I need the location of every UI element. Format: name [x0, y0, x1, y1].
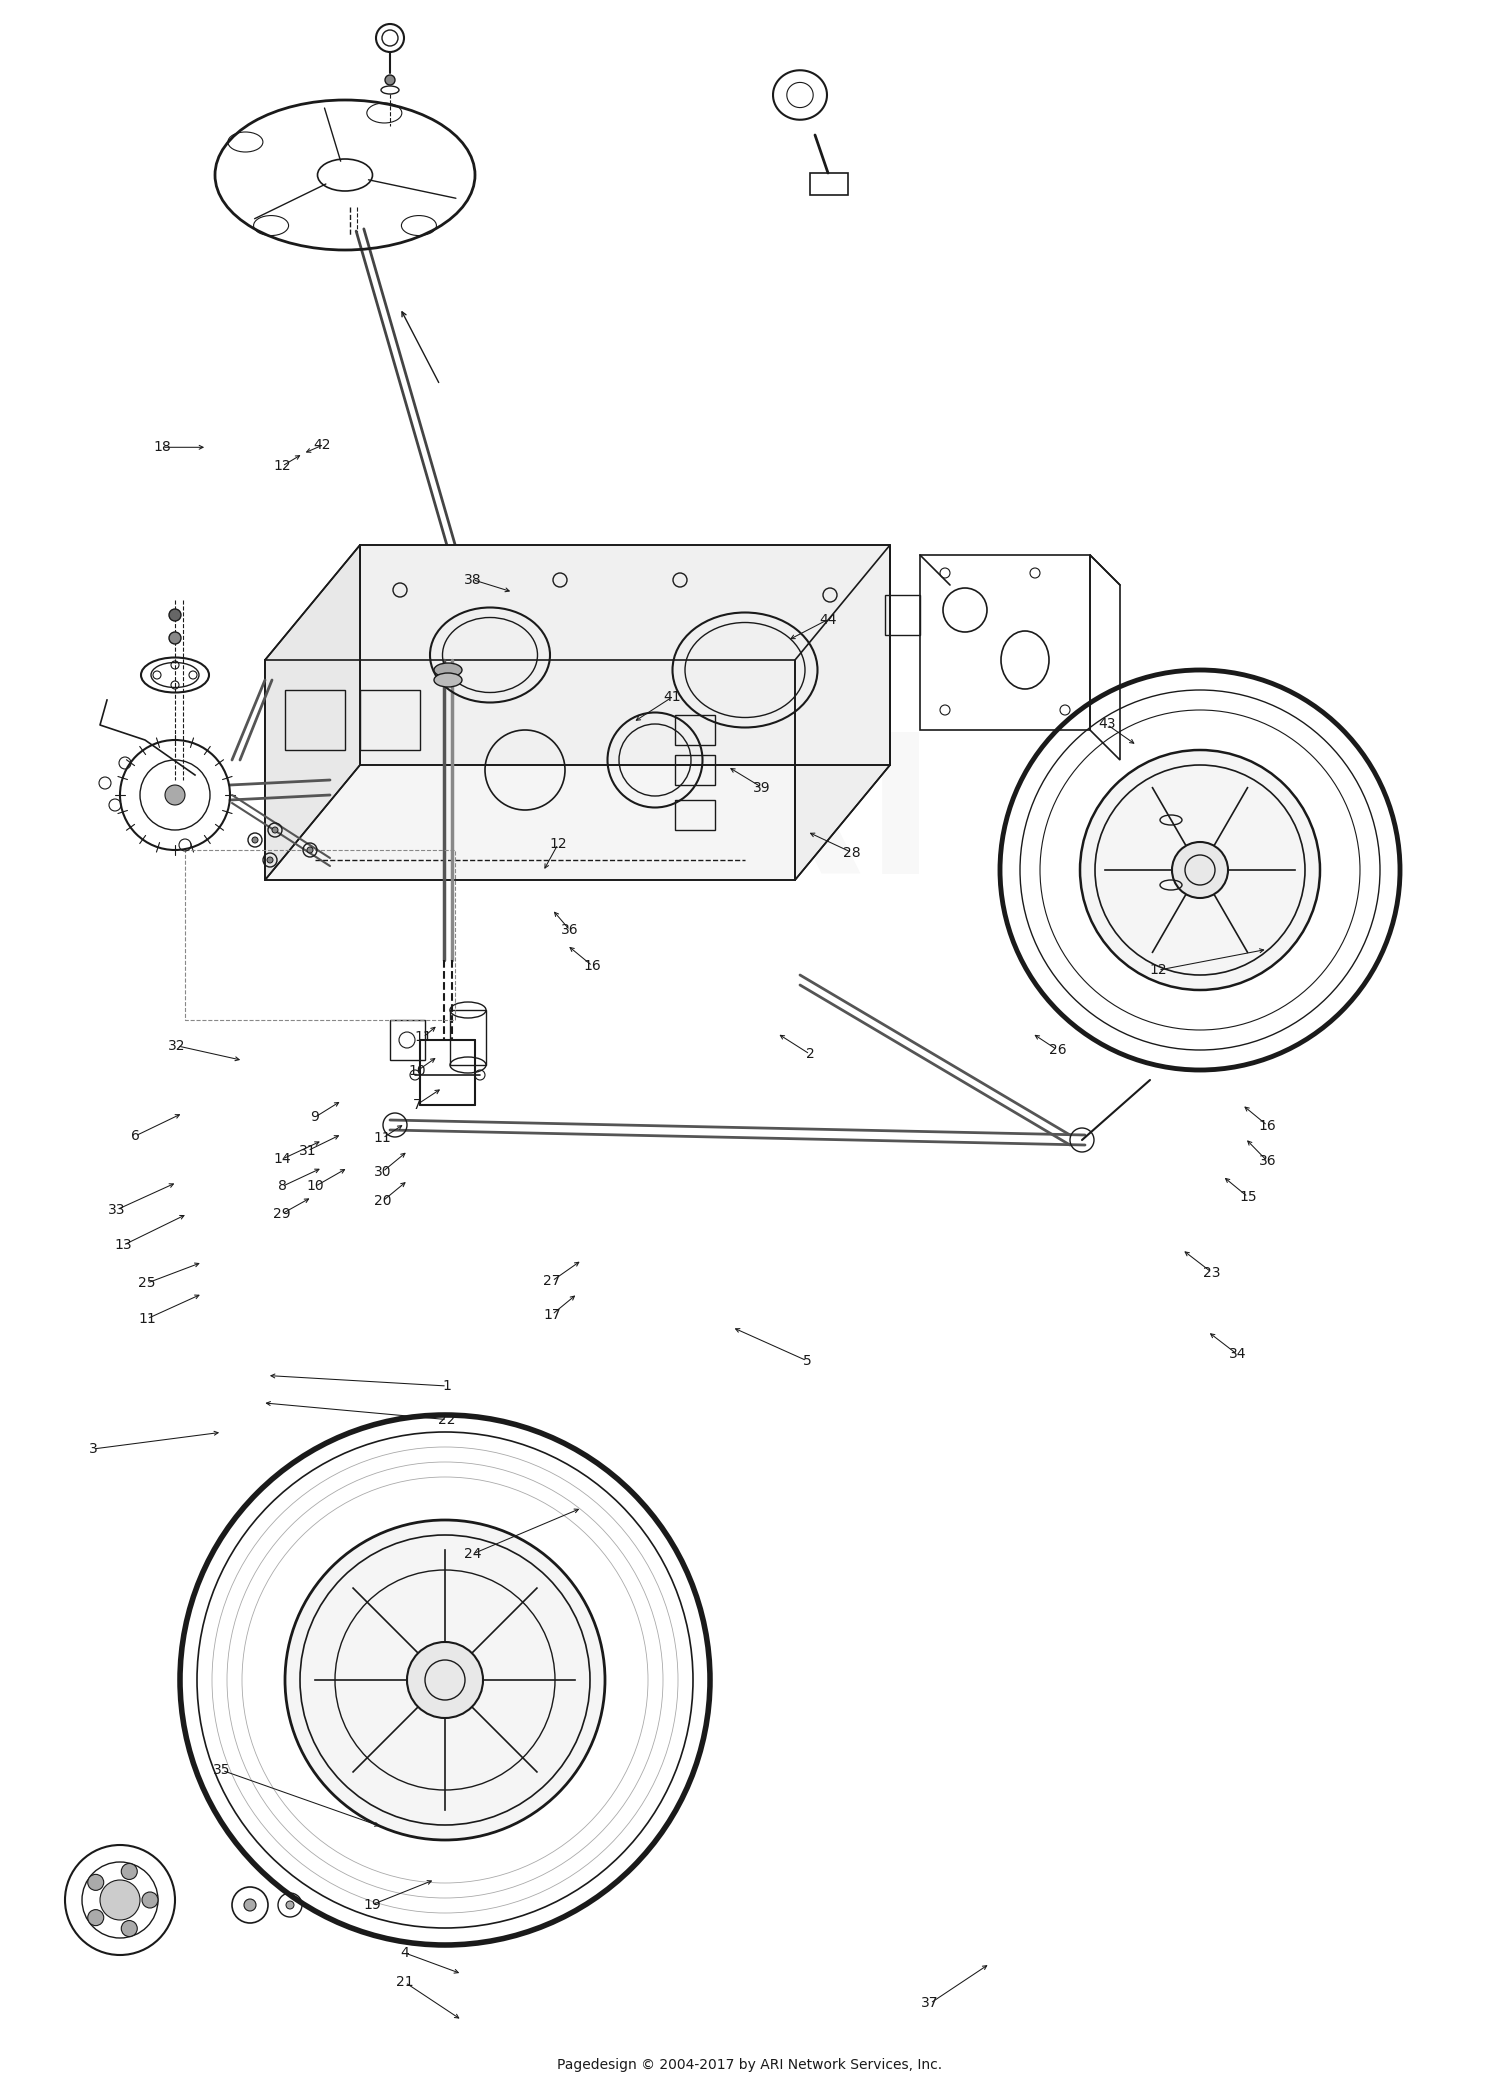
Text: 15: 15 — [1239, 1191, 1257, 1203]
Circle shape — [122, 1922, 138, 1936]
Text: 43: 43 — [1098, 718, 1116, 731]
Circle shape — [406, 1642, 483, 1718]
Circle shape — [286, 1900, 294, 1909]
Text: 14: 14 — [273, 1153, 291, 1166]
Circle shape — [142, 1892, 158, 1909]
Circle shape — [267, 857, 273, 863]
Text: 24: 24 — [464, 1548, 482, 1560]
Text: 11: 11 — [374, 1132, 392, 1144]
Text: 10: 10 — [408, 1065, 426, 1077]
Text: 27: 27 — [543, 1275, 561, 1287]
Text: 23: 23 — [1203, 1266, 1221, 1279]
Text: 32: 32 — [168, 1040, 186, 1052]
Text: 41: 41 — [663, 691, 681, 704]
Text: 39: 39 — [753, 781, 771, 794]
Text: 19: 19 — [363, 1898, 381, 1911]
Text: 36: 36 — [561, 924, 579, 937]
Polygon shape — [266, 659, 795, 880]
Text: 11: 11 — [414, 1031, 432, 1044]
Text: 35: 35 — [213, 1764, 231, 1777]
Circle shape — [272, 827, 278, 834]
Text: 5: 5 — [802, 1354, 812, 1367]
Circle shape — [1080, 750, 1320, 989]
Text: 1: 1 — [442, 1380, 452, 1392]
Text: 7: 7 — [413, 1098, 422, 1111]
Circle shape — [285, 1520, 604, 1840]
Polygon shape — [266, 546, 360, 880]
Text: 9: 9 — [310, 1111, 320, 1124]
Text: 16: 16 — [584, 960, 602, 972]
Circle shape — [244, 1898, 256, 1911]
Text: 26: 26 — [1048, 1044, 1066, 1056]
Text: 4: 4 — [400, 1947, 410, 1959]
Text: 17: 17 — [543, 1308, 561, 1321]
Text: 13: 13 — [114, 1239, 132, 1252]
Text: 22: 22 — [438, 1413, 456, 1426]
Text: 29: 29 — [273, 1208, 291, 1220]
Polygon shape — [360, 546, 890, 764]
Circle shape — [386, 76, 394, 84]
Text: 36: 36 — [1258, 1155, 1276, 1168]
Circle shape — [170, 632, 182, 645]
Text: 2: 2 — [806, 1048, 814, 1060]
Text: 25: 25 — [138, 1277, 156, 1289]
Text: Pagedesign © 2004-2017 by ARI Network Services, Inc.: Pagedesign © 2004-2017 by ARI Network Se… — [558, 2058, 942, 2073]
Text: 12: 12 — [549, 838, 567, 851]
Text: 3: 3 — [88, 1443, 98, 1455]
Text: 34: 34 — [1228, 1348, 1246, 1361]
Text: 37: 37 — [921, 1997, 939, 2010]
Circle shape — [170, 609, 182, 622]
Circle shape — [308, 846, 314, 853]
Text: 20: 20 — [374, 1195, 392, 1207]
Circle shape — [1172, 842, 1228, 899]
Circle shape — [87, 1909, 104, 1926]
Ellipse shape — [433, 664, 462, 676]
Circle shape — [122, 1863, 138, 1880]
Text: 44: 44 — [819, 613, 837, 626]
Text: 18: 18 — [153, 441, 171, 454]
Text: 21: 21 — [396, 1976, 414, 1989]
Ellipse shape — [433, 672, 462, 687]
Text: 42: 42 — [314, 439, 332, 452]
Text: 8: 8 — [278, 1180, 286, 1193]
Text: 12: 12 — [1149, 964, 1167, 977]
Text: 12: 12 — [273, 460, 291, 472]
Text: 10: 10 — [306, 1180, 324, 1193]
Circle shape — [165, 785, 184, 804]
Text: 16: 16 — [1258, 1119, 1276, 1132]
Polygon shape — [795, 546, 889, 880]
Text: 33: 33 — [108, 1203, 126, 1216]
Circle shape — [100, 1880, 140, 1919]
Circle shape — [252, 838, 258, 842]
Circle shape — [87, 1875, 104, 1890]
Text: 11: 11 — [138, 1312, 156, 1325]
Text: 28: 28 — [843, 846, 861, 859]
Text: 6: 6 — [130, 1130, 140, 1142]
Text: 31: 31 — [298, 1144, 316, 1157]
Text: 38: 38 — [464, 573, 482, 586]
Text: ARI: ARI — [564, 727, 936, 914]
Text: 30: 30 — [374, 1166, 392, 1178]
